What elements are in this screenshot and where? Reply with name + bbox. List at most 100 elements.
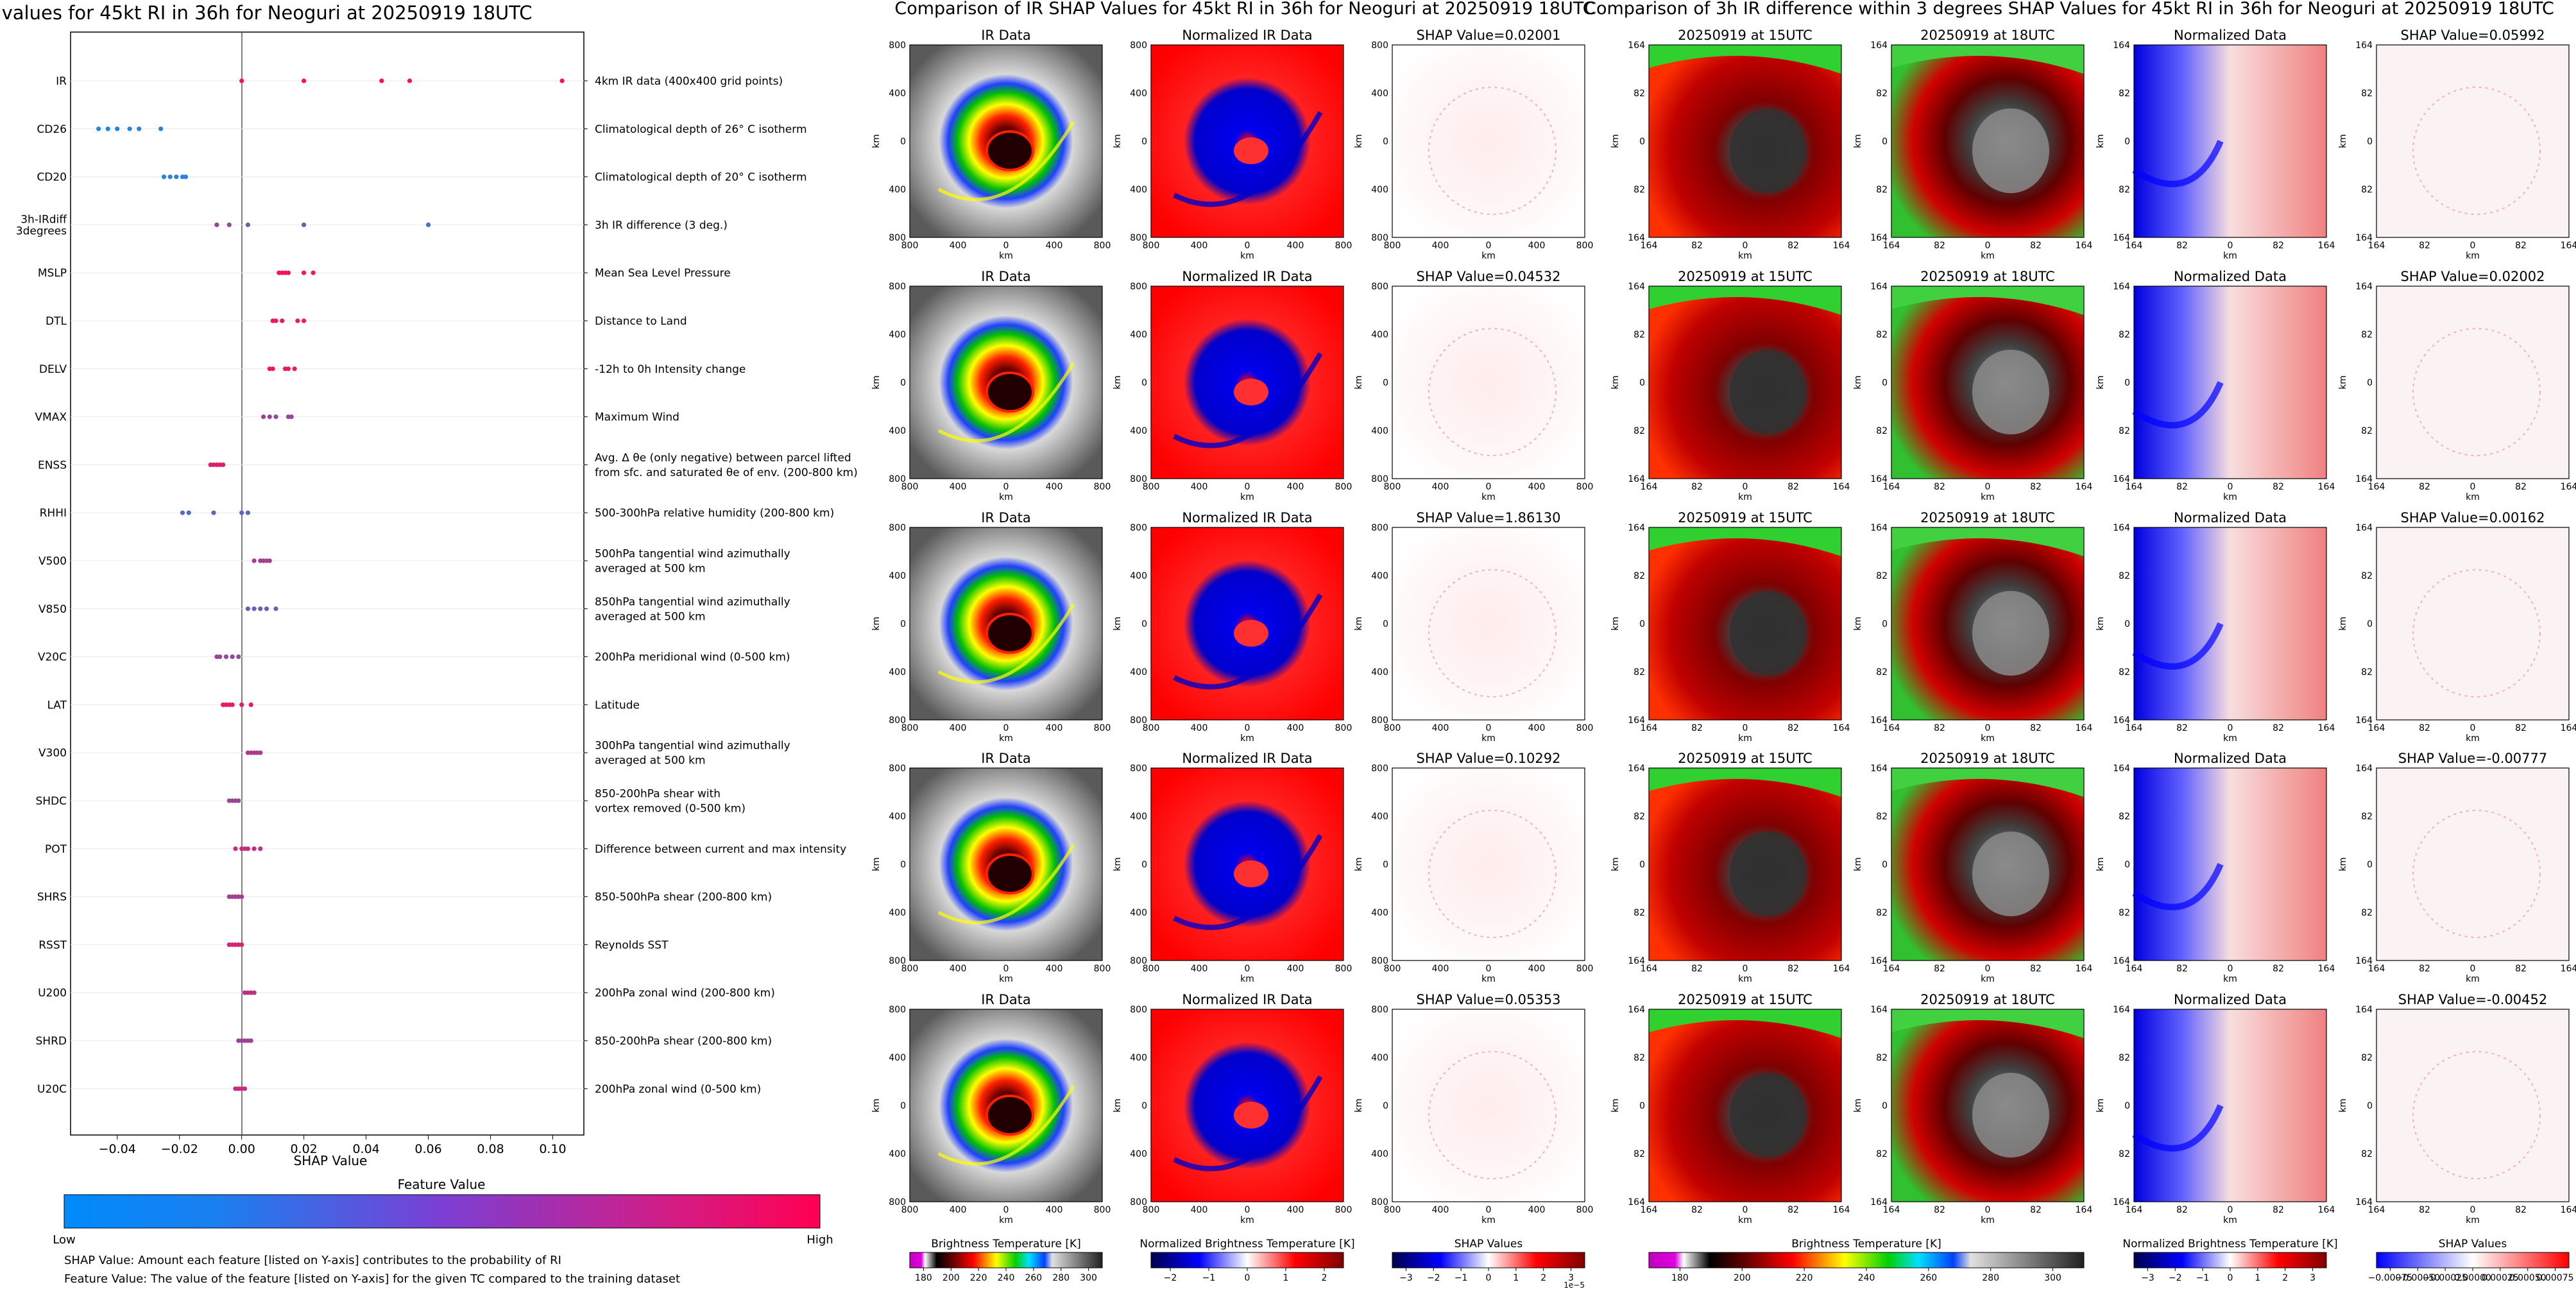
y-tick-label: 0 [1383, 860, 1388, 870]
shap-point [252, 558, 257, 563]
panel-title: Normalized IR Data [1182, 992, 1312, 1007]
y-tick-label: 0 [1882, 860, 1888, 870]
y-axis-label: km [1610, 1098, 1621, 1113]
x-tick-label: 400 [1287, 723, 1304, 733]
colorbar-tick-label: 280 [1982, 1273, 1999, 1283]
y-tick-label: 82 [1633, 330, 1645, 340]
y-tick-label: 164 [1628, 1197, 1645, 1208]
y-tick-label: 82 [1876, 667, 1888, 678]
x-tick-label: 400 [1528, 1205, 1546, 1215]
heatmap-panel: Normalized IR Data8008004004000040040080… [1113, 510, 1352, 744]
feature-name: VMAX [35, 411, 67, 424]
panel-title: SHAP Value=0.02002 [2401, 269, 2545, 284]
feature-description: Climatological depth of 26° C isotherm [595, 123, 807, 136]
x-tick-label: 164 [2318, 723, 2335, 733]
x-axis-label: km [1981, 251, 1995, 261]
x-tick-label: 400 [1191, 964, 1208, 974]
x-tick-label: 82 [1787, 723, 1799, 733]
rain-band [1173, 352, 1323, 448]
x-axis-label: km [1481, 733, 1496, 744]
shap-point [273, 414, 278, 420]
y-tick-label: 82 [1876, 571, 1888, 581]
y-tick-label: 800 [1371, 282, 1388, 292]
storm-eye [985, 371, 1034, 413]
x-tick-label: 82 [2515, 964, 2527, 974]
cold-cloud-edge [1891, 527, 2084, 556]
feature-description: 850-500hPa shear (200-800 km) [595, 891, 772, 904]
feature-description: 850-200hPa shear (200-800 km) [595, 1035, 772, 1048]
panel-title: SHAP Value=0.02001 [1417, 28, 1561, 43]
x-tick-label: 0 [2228, 964, 2233, 974]
colorbar-tick-label: 3 [2310, 1273, 2316, 1283]
x-tick-label: 82 [2273, 1205, 2284, 1215]
y-tick-label: 164 [1628, 523, 1645, 533]
storm-eye [1234, 620, 1268, 647]
shap-point [174, 175, 179, 180]
x-tick-label: 82 [2419, 482, 2430, 492]
x-axis-label: km [1738, 251, 1752, 261]
x-tick-label: 800 [1094, 241, 1111, 251]
x-axis-label: km [1738, 733, 1752, 744]
x-tick-label: 164 [1883, 723, 1900, 733]
y-tick-label: 0 [1639, 378, 1645, 388]
shap-ring [1428, 810, 1557, 938]
y-tick-label: 400 [1130, 812, 1147, 822]
y-tick-label: 164 [2113, 715, 2130, 726]
colorbar-tick-label: 200 [943, 1273, 960, 1283]
x-tick-label: 800 [1143, 1205, 1160, 1215]
y-tick-label: 82 [2361, 185, 2373, 195]
x-axis-label: km [2223, 251, 2237, 261]
y-axis-label: km [2338, 375, 2348, 389]
x-tick-label: 164 [1641, 723, 1658, 733]
y-tick-label: 400 [889, 426, 906, 436]
x-tick-label: 82 [2515, 1205, 2527, 1215]
colorbar-tick-label: 300 [1080, 1273, 1097, 1283]
shap-point [218, 654, 223, 660]
feature-name: DTL [46, 315, 67, 328]
x-tick-label: 400 [1528, 482, 1546, 492]
feature-value-colorbar [64, 1194, 821, 1229]
panel-frame [1891, 1009, 2085, 1202]
y-tick-label: 0 [2124, 860, 2130, 870]
heatmap-panel: Normalized IR Data8008004004000040040080… [1113, 751, 1352, 984]
x-tick-label: 800 [1094, 964, 1111, 974]
shap-point [239, 78, 244, 83]
colorbar: SHAP Values −3 −2 −1 0 1 2 31e−5 [1392, 1238, 1585, 1289]
x-tick-label: 82 [2030, 723, 2042, 733]
y-tick-label: 800 [889, 956, 906, 966]
colorbar-strip [1150, 1252, 1344, 1268]
y-axis-label: km [2095, 134, 2106, 148]
feature-row: RSST Reynolds SST [38, 939, 669, 952]
y-tick-label: 82 [2361, 571, 2373, 581]
shap-point [137, 126, 142, 132]
shap-point [302, 318, 307, 323]
x-tick-label: 164 [1833, 1205, 1850, 1215]
y-tick-label: 82 [2361, 330, 2373, 340]
cloud-core [1972, 591, 2049, 676]
x-tick-label: 82 [1934, 482, 1945, 492]
panel-title: SHAP Value=0.04532 [1417, 269, 1561, 284]
y-axis-label: km [1853, 134, 1863, 148]
x-tick-label: 82 [2273, 482, 2284, 492]
y-tick-label: 82 [1633, 908, 1645, 918]
feature-description: 200hPa zonal wind (200-800 km) [595, 987, 775, 1000]
y-axis-label: km [1354, 1098, 1364, 1113]
feature-description: 850hPa tangential wind azimuthally averag… [595, 595, 790, 623]
feature-row: SHDC 850-200hPa shear with vortex removed … [35, 788, 746, 815]
y-tick-label: 0 [1141, 1101, 1147, 1111]
colorbar-tick-label: 3 [1568, 1273, 1574, 1283]
y-tick-label: 82 [2361, 908, 2373, 918]
x-tick-label: 400 [1528, 964, 1546, 974]
panel-frame [2376, 44, 2570, 238]
cold-cloud-edge [1891, 286, 2084, 315]
y-tick-label: 82 [2119, 1053, 2130, 1063]
y-tick-label: 0 [900, 378, 906, 388]
y-tick-label: 164 [2113, 764, 2130, 774]
y-tick-label: 82 [2361, 1149, 2373, 1159]
shap-point [258, 750, 263, 755]
x-tick-label: 164 [1883, 482, 1900, 492]
cold-cloud-edge [1649, 768, 1841, 797]
y-tick-label: 164 [2355, 764, 2373, 774]
